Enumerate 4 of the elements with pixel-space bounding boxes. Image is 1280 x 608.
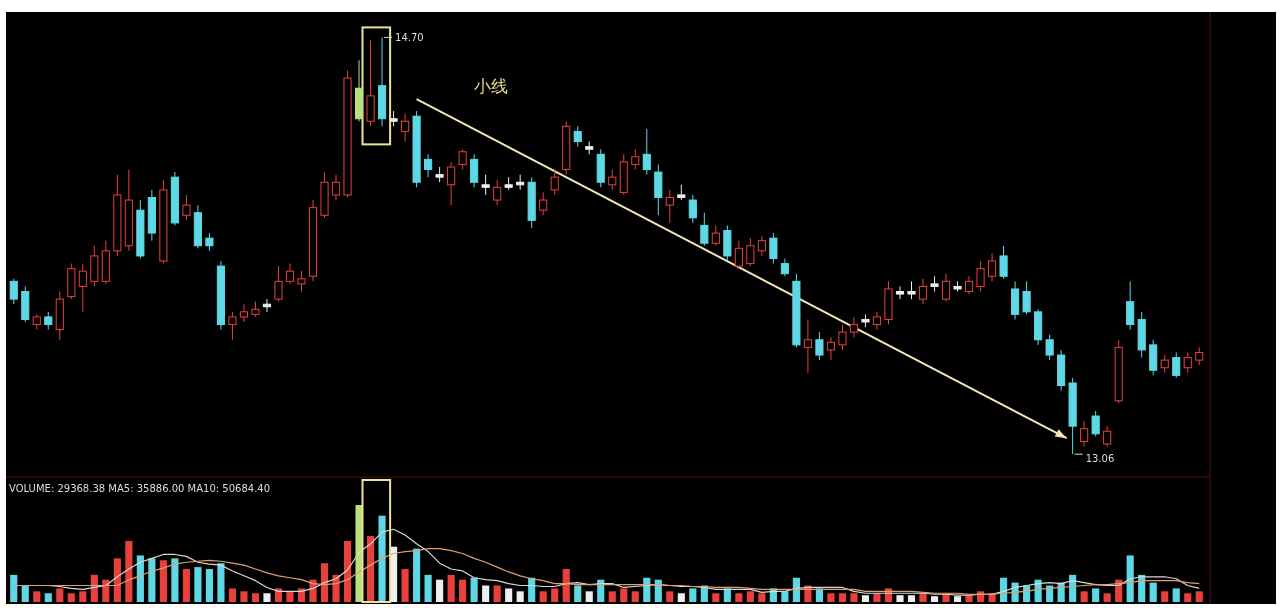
annotation: 小线 [474,76,509,96]
annotation: 13.06 [1085,453,1115,465]
annotation: 14.70 [395,32,424,44]
text: VOLUME: 29368.38 MA5: 35886.00 MA10: 50684.40 [9,483,271,494]
